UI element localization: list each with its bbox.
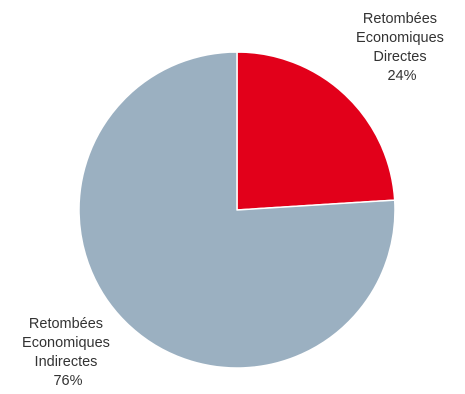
label-line: Economiques bbox=[356, 30, 444, 46]
label-line: Economiques bbox=[22, 335, 110, 351]
label-line: Indirectes bbox=[35, 354, 98, 370]
label-percent: 76% bbox=[53, 373, 82, 389]
labels-layer: Retombées Economiques Directes 24% Retom… bbox=[22, 11, 448, 389]
slice-label-indirectes: Retombées Economiques Indirectes 76% bbox=[22, 316, 114, 389]
slices-layer bbox=[78, 51, 396, 369]
label-line: Retombées bbox=[29, 316, 103, 332]
label-percent: 24% bbox=[387, 68, 416, 84]
label-line: Retombées bbox=[363, 11, 437, 27]
slice-label-directes: Retombées Economiques Directes 24% bbox=[356, 11, 448, 84]
slice-indirectes bbox=[78, 51, 396, 369]
slice-directes bbox=[236, 51, 396, 211]
label-line: Directes bbox=[373, 49, 426, 65]
